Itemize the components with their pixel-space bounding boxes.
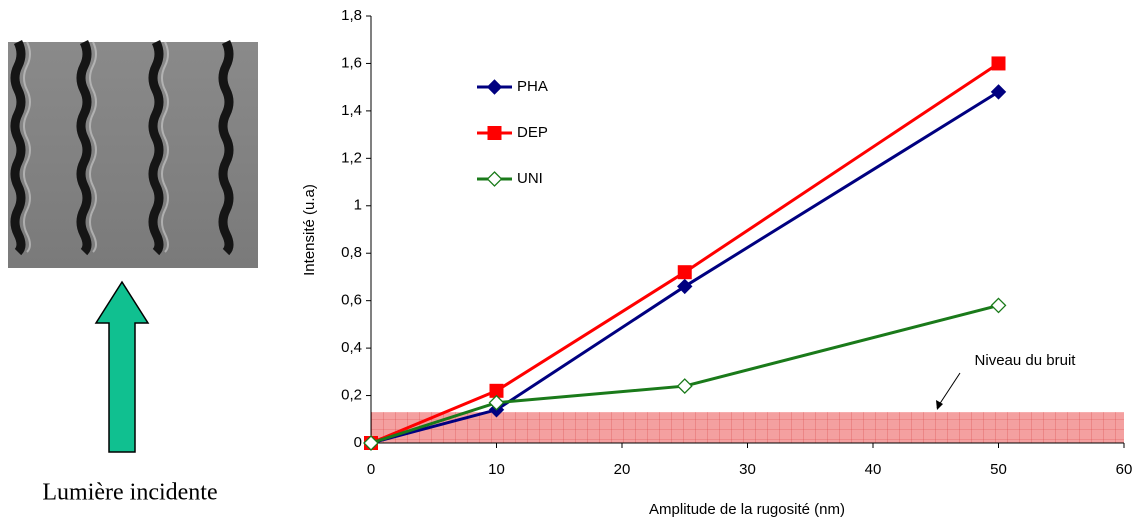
y-tick-label: 1,6 <box>341 54 362 71</box>
marker <box>489 383 504 398</box>
annotation-arrowhead <box>936 400 943 410</box>
x-tick-label: 40 <box>865 461 882 478</box>
series-line <box>370 90 1000 445</box>
x-tick-label: 0 <box>367 461 375 478</box>
y-tick-label: 1,8 <box>341 7 362 24</box>
y-tick-label: 1,4 <box>341 102 362 119</box>
y-tick-label: 1 <box>354 197 362 214</box>
series-line <box>370 303 999 445</box>
y-tick-label: 0,6 <box>341 292 362 309</box>
x-tick-label: 30 <box>739 461 756 478</box>
y-tick-label: 0,2 <box>341 387 362 404</box>
x-tick-label: 50 <box>990 461 1007 478</box>
y-tick-label: 0 <box>354 434 362 451</box>
marker <box>990 84 1007 100</box>
noise-band-grid <box>371 412 1124 443</box>
x-tick-label: 60 <box>1116 461 1133 478</box>
legend-label: PHA <box>517 78 548 95</box>
marker <box>488 394 505 411</box>
y-tick-label: 1,2 <box>341 149 362 166</box>
marker <box>990 297 1007 314</box>
marker <box>676 378 693 394</box>
y-tick-label: 0,8 <box>341 244 362 261</box>
y-tick-label: 0,4 <box>341 339 362 356</box>
marker <box>677 278 693 295</box>
x-axis-label: Amplitude de la rugosité (nm) <box>649 501 845 518</box>
annotation: Niveau du bruit <box>975 352 1077 369</box>
x-tick-label: 20 <box>614 461 631 478</box>
sample-image <box>8 39 258 268</box>
legend-marker <box>487 126 502 140</box>
annotation-arrow <box>936 372 961 409</box>
legend-marker <box>486 79 503 95</box>
x-tick-label: 10 <box>488 461 505 478</box>
y-axis-label: Intensité (u.a) <box>301 184 318 276</box>
incident-arrow <box>94 280 150 453</box>
marker <box>991 56 1006 71</box>
series-line <box>370 62 1000 445</box>
marker <box>677 265 692 280</box>
legend-label: DEP <box>517 124 548 141</box>
legend-marker <box>486 171 503 187</box>
marker <box>363 435 379 451</box>
caption: Lumière incidente <box>42 480 217 506</box>
chart: Amplitude de la rugosité (nm) Intensité … <box>301 7 1132 518</box>
legend-label: UNI <box>517 170 543 187</box>
